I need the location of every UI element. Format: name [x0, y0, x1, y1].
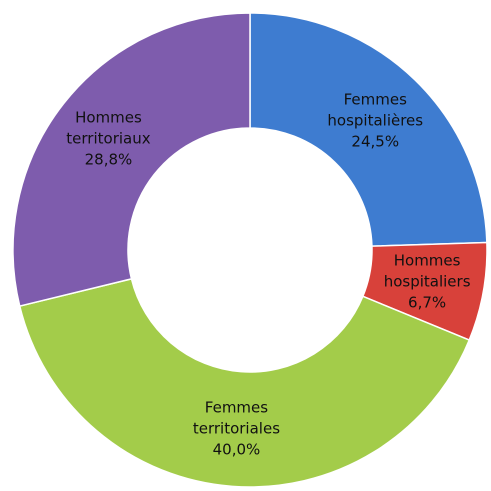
slice-label: Hommes territoriaux 28,8% [52, 107, 164, 170]
value-label: 28,8% [84, 150, 133, 169]
value-label: 6,7% [408, 293, 447, 312]
slice-label: Femmes hospitalières 24,5% [319, 89, 431, 152]
slice-label: Femmes territoriales 40,0% [180, 398, 292, 461]
category-label: Femmes hospitalières [327, 90, 424, 130]
slice-label: Hommes hospitaliers 6,7% [371, 251, 483, 314]
donut-slice [12, 12, 251, 307]
category-label: Hommes hospitaliers [383, 251, 471, 291]
value-label: 24,5% [351, 132, 400, 151]
category-label: Hommes territoriaux [66, 108, 151, 148]
value-label: 40,0% [212, 440, 261, 459]
donut-slice [249, 12, 488, 247]
donut-slice [18, 277, 471, 488]
category-label: Femmes territoriales [192, 398, 281, 438]
